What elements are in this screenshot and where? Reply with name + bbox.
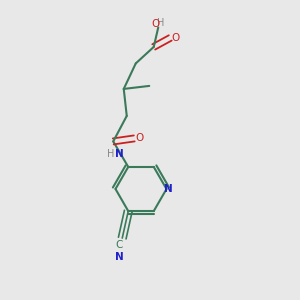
Text: O: O: [152, 20, 160, 29]
Text: N: N: [164, 184, 172, 194]
Text: C: C: [116, 240, 123, 250]
Text: O: O: [172, 33, 180, 43]
Text: O: O: [136, 134, 144, 143]
Text: H: H: [157, 18, 164, 28]
Text: N: N: [115, 252, 124, 262]
Text: N: N: [115, 149, 124, 159]
Text: H: H: [106, 149, 114, 159]
